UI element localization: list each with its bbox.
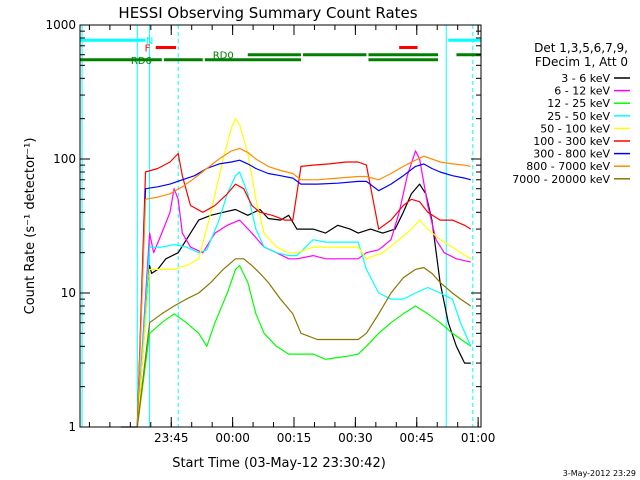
x-tick-label-00-15: 00:15 [277,431,312,445]
x-tick-label-00-00: 00:00 [215,431,250,445]
legend-label-3-6-kev: 3 - 6 keV [561,72,610,85]
flag-label-n: N [146,36,153,47]
y-axis: 1 10 100 1000 [45,18,481,434]
series-line-3-6-kev [120,183,471,428]
x-tick-label-00-30: 00:30 [338,431,373,445]
series-line-300-800-kev [136,159,471,428]
plot-frame [79,24,482,428]
series-line-6-12-kev [136,150,471,428]
legend-label-12-25-kev: 12 - 25 keV [547,97,610,110]
legend-label-7000-20000-kev: 7000 - 20000 keV [512,173,610,186]
x-axis: 23:45 00:00 00:15 00:30 00:45 01:00 [88,25,496,445]
legend: Det 1,3,5,6,7,9, FDecim 1, Att 0 3 - 6 k… [512,41,630,186]
y-tick-label-1000: 1000 [45,18,76,32]
legend-label-25-50-kev: 25 - 50 keV [547,110,610,123]
legend-label-50-100-kev: 50 - 100 keV [540,122,610,135]
x-tick-label-00-45: 00:45 [399,431,434,445]
legend-label-300-800-kev: 300 - 800 keV [533,148,610,161]
chart-title: HESSI Observing Summary Count Rates [118,4,417,22]
legend-header-line-2: FDecim 1, Att 0 [535,55,628,69]
y-tick-label-10: 10 [61,286,76,300]
timestamp: 3-May-2012 23:29 [563,469,636,478]
series-line-100-300-kev [136,152,472,428]
flag-label-rd0: RD0 [213,51,234,62]
series-line-50-100-kev [136,118,472,428]
legend-label-6-12-kev: 6 - 12 keV [554,85,610,98]
x-tick-label-23-45: 23:45 [154,431,189,445]
flag-label-f: F [145,43,151,54]
x-tick-label-01-00: 01:00 [461,431,496,445]
vertical-markers [81,25,474,427]
legend-header-line-1: Det 1,3,5,6,7,9, [534,41,628,55]
flag-label-rd6: RD6 [131,56,152,67]
y-tick-label-1: 1 [68,420,76,434]
series-line-800-7000-kev [136,147,471,428]
legend-label-800-7000-kev: 800 - 7000 keV [526,160,610,173]
series-line-7000-20000-kev [136,258,472,428]
series-line-12-25-kev [136,265,472,428]
state-flags: NF RD0 RD6 [80,36,481,67]
series-lines [120,118,472,428]
y-axis-label: Count Rate (s⁻¹ detector⁻¹) [23,138,38,315]
legend-label-100-300-kev: 100 - 300 keV [533,135,610,148]
series-line-25-50-kev [136,171,472,428]
y-tick-label-100: 100 [53,152,76,166]
x-axis-label: Start Time (03-May-12 23:30:42) [172,456,386,471]
